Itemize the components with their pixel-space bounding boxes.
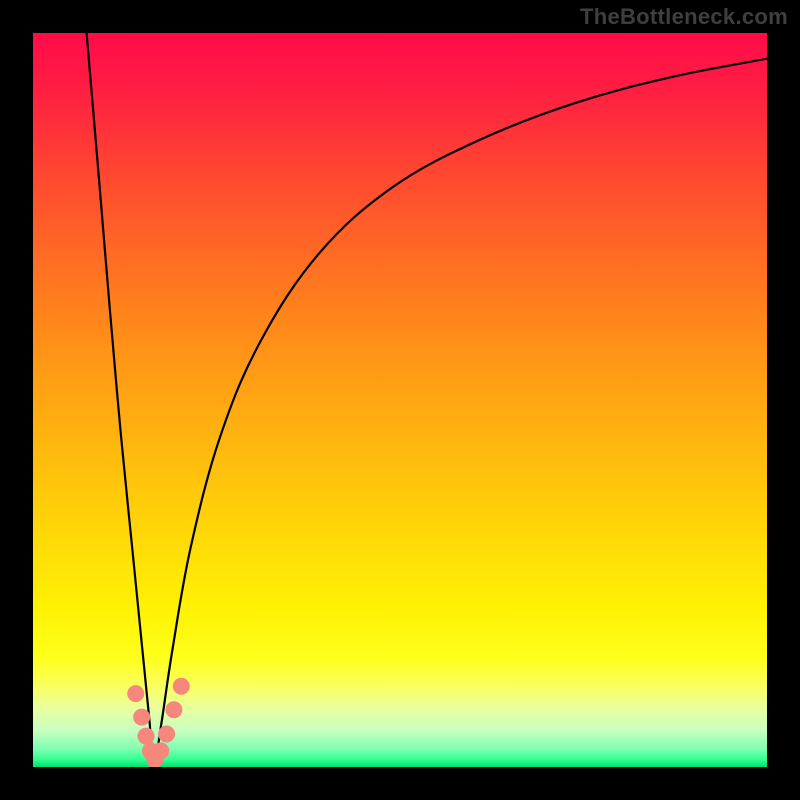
bottleneck-chart — [0, 0, 800, 800]
data-marker — [153, 743, 169, 759]
data-marker — [138, 728, 154, 744]
data-marker — [134, 709, 150, 725]
data-marker — [159, 726, 175, 742]
data-marker — [128, 686, 144, 702]
data-marker — [166, 702, 182, 718]
chart-container: TheBottleneck.com — [0, 0, 800, 800]
data-marker — [173, 678, 189, 694]
watermark-text: TheBottleneck.com — [580, 4, 788, 30]
